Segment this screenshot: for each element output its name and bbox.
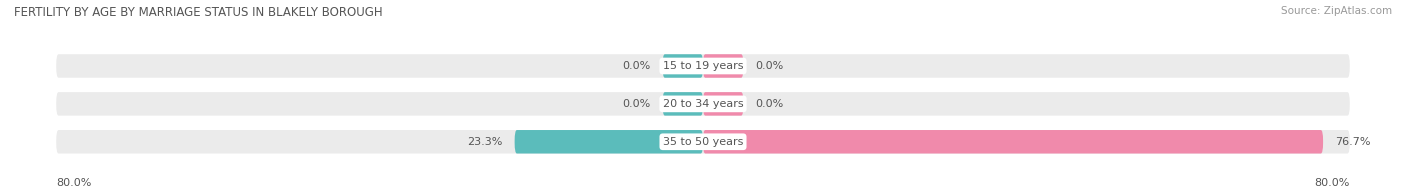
FancyBboxPatch shape <box>56 130 1350 153</box>
FancyBboxPatch shape <box>515 130 703 153</box>
FancyBboxPatch shape <box>703 130 1323 153</box>
Text: 76.7%: 76.7% <box>1336 137 1371 147</box>
FancyBboxPatch shape <box>662 92 703 116</box>
FancyBboxPatch shape <box>703 54 744 78</box>
Text: FERTILITY BY AGE BY MARRIAGE STATUS IN BLAKELY BOROUGH: FERTILITY BY AGE BY MARRIAGE STATUS IN B… <box>14 6 382 19</box>
Text: 0.0%: 0.0% <box>755 61 783 71</box>
FancyBboxPatch shape <box>56 54 1350 78</box>
Text: Source: ZipAtlas.com: Source: ZipAtlas.com <box>1281 6 1392 16</box>
Text: 80.0%: 80.0% <box>56 178 91 188</box>
FancyBboxPatch shape <box>703 92 744 116</box>
Text: 23.3%: 23.3% <box>467 137 502 147</box>
Text: 35 to 50 years: 35 to 50 years <box>662 137 744 147</box>
Text: 15 to 19 years: 15 to 19 years <box>662 61 744 71</box>
Text: 20 to 34 years: 20 to 34 years <box>662 99 744 109</box>
Text: 0.0%: 0.0% <box>623 61 651 71</box>
FancyBboxPatch shape <box>662 54 703 78</box>
FancyBboxPatch shape <box>56 92 1350 116</box>
Text: 80.0%: 80.0% <box>1315 178 1350 188</box>
Text: 0.0%: 0.0% <box>623 99 651 109</box>
Text: 0.0%: 0.0% <box>755 99 783 109</box>
